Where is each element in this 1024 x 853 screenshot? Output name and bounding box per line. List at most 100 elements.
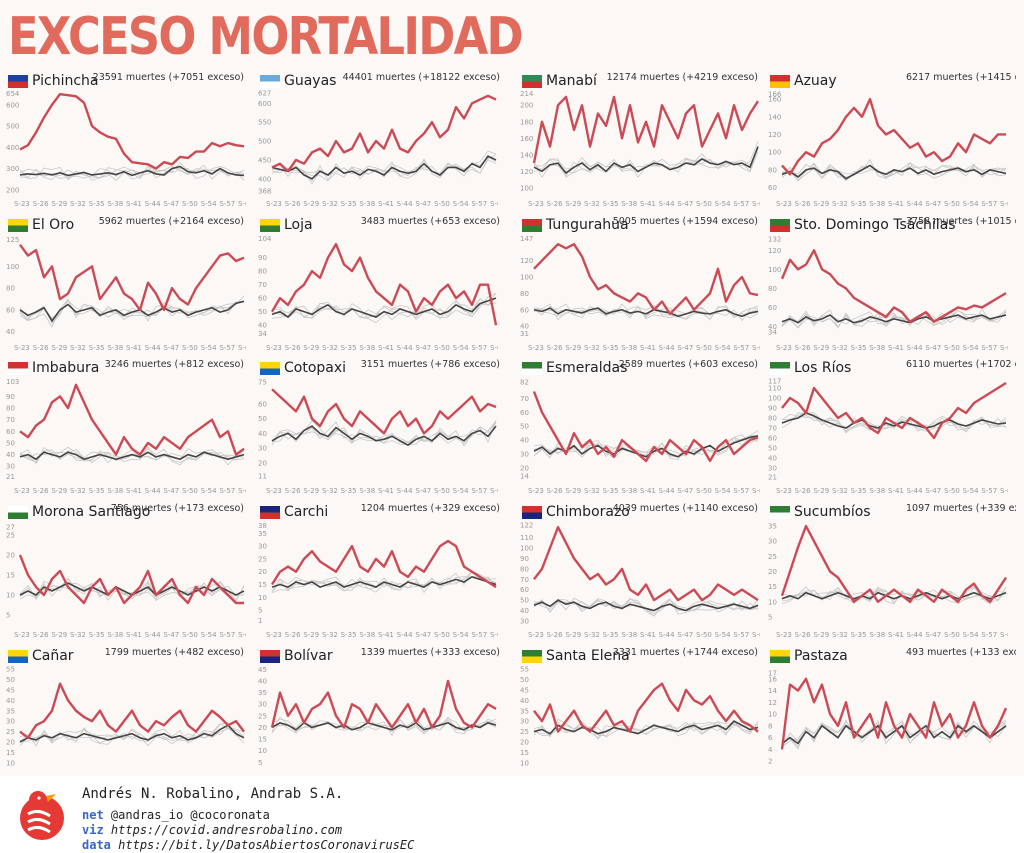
history-line [533,598,759,613]
province-name: Cañar [32,648,74,664]
x-tick-label: S-35 [603,344,619,352]
y-tick-label: 122 [520,522,533,530]
x-tick-label: S-38 [359,631,375,639]
x-tick-label: S-29 [565,344,581,352]
flag-icon [8,506,28,519]
average-line [533,146,759,175]
x-tick-label: S-29 [303,631,319,639]
x-tick-label: S-47 [677,487,693,495]
y-tick-label: 5 [6,612,10,620]
current-year-line [270,679,497,729]
x-tick-label: S-23 [266,631,282,639]
current-year-line [270,242,498,326]
y-tick-label: 500 [258,138,271,146]
history-line [19,721,245,747]
x-tick-label: S-32 [832,631,848,639]
viz-line: viz https://covid.andresrobalino.com [82,823,342,837]
x-tick-label: S-50 [944,487,960,495]
y-tick-label: 40 [768,455,777,463]
x-tick-label: S-47 [163,200,179,208]
x-tick-label: S-26 [285,631,301,639]
flag-icon [260,506,280,519]
x-tick-label: S-38 [621,487,637,495]
x-tick-label: S-32 [584,344,600,352]
x-tick-label: S-60 [752,344,760,352]
y-tick-label: 25 [258,712,267,720]
history-line [533,719,759,740]
province-name: Esmeraldas [546,360,628,376]
y-tick-label: 40 [520,697,529,705]
province-panel: Cotopaxi 3151 muertes (+786 exceso) 75 60 50… [258,359,506,501]
x-tick-label: S-26 [547,487,563,495]
province-panel: Imbabura 3246 muertes (+812 exceso) 103 90 8… [6,359,254,501]
y-tick-label: 50 [258,308,267,316]
x-tick-label: S-54 [715,631,731,639]
x-tick-label: S-29 [51,344,67,352]
province-panel: Guayas 44401 muertes (+18122 exceso) 627 60… [258,72,506,214]
current-year-line [19,383,245,456]
x-tick-label: S-26 [285,344,301,352]
y-tick-label: 20 [258,459,267,467]
y-tick-label: 35 [768,523,777,531]
x-tick-label: S-47 [415,631,431,639]
y-tick-label: 100 [520,545,533,553]
y-tick-label: 400 [6,144,19,152]
history-line [533,151,759,179]
x-tick-label: S-54 [453,344,469,352]
history-line [271,299,497,320]
x-tick-label: S-60 [752,487,760,495]
line-chart: 55504540353025201510S-23S-26S-29S-32S-35… [6,666,246,783]
x-tick-label: S-60 [490,344,498,352]
y-tick-label: 2 [768,758,772,766]
x-tick-label: S-23 [528,631,544,639]
x-tick-label: S-38 [359,344,375,352]
province-panel: Carchi 1204 muertes (+329 exceso) 38 35 30 25… [258,503,506,645]
x-tick-label: S-44 [659,487,675,495]
flag-icon [522,219,542,232]
x-tick-label: S-60 [1000,631,1008,639]
x-tick-label: S-57 [219,631,235,639]
x-tick-label: S-32 [70,487,86,495]
province-name: Cotopaxi [284,360,347,376]
x-tick-label: S-38 [621,344,637,352]
province-panel: Santa Elena 3331 muertes (+1744 exceso) 55… [520,647,768,789]
viz-link[interactable]: https://covid.andresrobalino.com [110,823,343,837]
history-line [533,148,759,174]
y-tick-label: 21 [6,473,15,481]
x-tick-label: S-60 [490,200,498,208]
x-tick-label: S-44 [907,631,923,639]
average-line [781,314,1007,324]
x-tick-label: S-35 [341,487,357,495]
province-name: El Oro [32,217,75,233]
y-tick-label: 40 [520,323,529,331]
y-tick-label: 90 [258,254,267,262]
history-line [271,156,497,182]
y-tick-label: 14 [768,687,777,695]
x-tick-label: S-29 [813,631,829,639]
x-tick-label: S-50 [434,200,450,208]
history-line [781,162,1007,182]
average-line [781,164,1007,180]
y-tick-label: 20 [768,568,777,576]
y-tick-label: 20 [6,739,15,747]
y-tick-label: 17 [768,669,777,677]
x-tick-label: S-57 [733,344,749,352]
y-tick-label: 70 [520,576,529,584]
data-link[interactable]: https://bit.ly/DatosAbiertosCoronavirusE… [118,838,415,852]
province-panel: Cañar 1799 muertes (+482 exceso) 55 50 45 40 3… [6,647,254,789]
history-line [271,154,497,185]
x-tick-label: S-41 [378,200,394,208]
y-tick-label: 82 [520,378,529,386]
x-tick-label: S-23 [776,344,792,352]
net-value[interactable]: @andras_io @cocoronata [110,808,270,822]
x-tick-label: S-47 [677,631,693,639]
y-tick-label: 45 [520,686,529,694]
y-tick-label: 27 [6,524,15,532]
y-tick-label: 70 [520,395,529,403]
x-tick-label: S-50 [182,200,198,208]
y-tick-label: 55 [6,666,15,674]
